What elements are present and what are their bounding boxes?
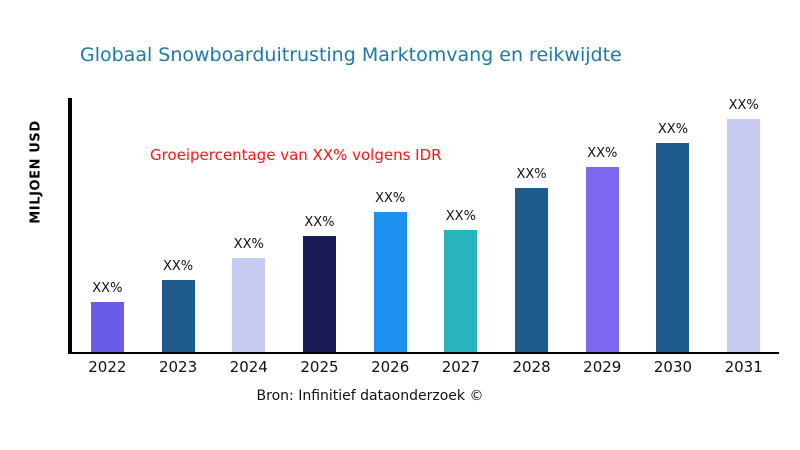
bar-2026 [373, 212, 407, 352]
bar-group-2031: XX% [708, 98, 779, 352]
source-caption: Bron: Infinitief dataonderzoek © [256, 388, 484, 404]
bar-value-label-2026: XX% [375, 191, 406, 206]
x-tick-2027: 2027 [441, 358, 480, 376]
bar-value-label-2023: XX% [162, 259, 194, 274]
bar-2027 [444, 230, 478, 352]
growth-annotation: Groeipercentage van XX% volgens IDR [150, 146, 442, 164]
bar-2023 [161, 280, 195, 352]
bar-value-label-2028: XX% [516, 167, 547, 182]
y-axis-label: MILJOEN USD [28, 120, 44, 224]
bars-container: XX% XX% XX% XX% XX% XX% XX% XX% XX% XX% [72, 98, 779, 352]
bar-value-label-2031: XX% [728, 98, 759, 113]
bar-value-label-2022: XX% [92, 281, 123, 296]
x-tick-2031: 2031 [724, 358, 763, 376]
bar-value-label-2027: XX% [445, 209, 476, 224]
bar-group-2022: XX% [72, 281, 143, 352]
bar-2025 [302, 236, 336, 352]
bar-value-label-2024: XX% [233, 237, 264, 252]
x-tick-2030: 2030 [653, 358, 693, 376]
bar-2030 [656, 143, 690, 352]
x-axis-ticks: 2022 2023 2024 2025 2026 2027 2028 2029 2030 2031 [72, 358, 779, 376]
bar-group-2026: XX% [355, 191, 426, 352]
bar-group-2027: XX% [426, 209, 497, 352]
x-tick-2029: 2029 [583, 358, 622, 376]
x-tick-2026: 2026 [371, 358, 410, 376]
bar-group-2024: XX% [213, 237, 284, 352]
bar-2029 [585, 167, 619, 352]
bar-group-2028: XX% [496, 167, 567, 352]
bar-value-label-2025: XX% [304, 215, 335, 230]
x-tick-2024: 2024 [229, 358, 268, 376]
x-tick-2028: 2028 [512, 358, 551, 376]
plot-area: XX% XX% XX% XX% XX% XX% XX% XX% XX% XX% [68, 98, 779, 354]
chart-title: Globaal Snowboarduitrusting Marktomvang … [80, 44, 622, 66]
bar-group-2023: XX% [143, 259, 214, 352]
bar-group-2025: XX% [284, 215, 355, 352]
bar-2031 [727, 119, 761, 352]
bar-2024 [232, 258, 266, 352]
bar-group-2030: XX% [638, 122, 709, 352]
x-tick-2025: 2025 [300, 358, 339, 376]
bar-2022 [90, 302, 124, 352]
x-tick-2023: 2023 [158, 358, 198, 376]
x-tick-2022: 2022 [88, 358, 127, 376]
bar-value-label-2030: XX% [657, 122, 689, 137]
bar-value-label-2029: XX% [587, 146, 618, 161]
bar-2028 [515, 188, 549, 352]
bar-group-2029: XX% [567, 146, 638, 352]
